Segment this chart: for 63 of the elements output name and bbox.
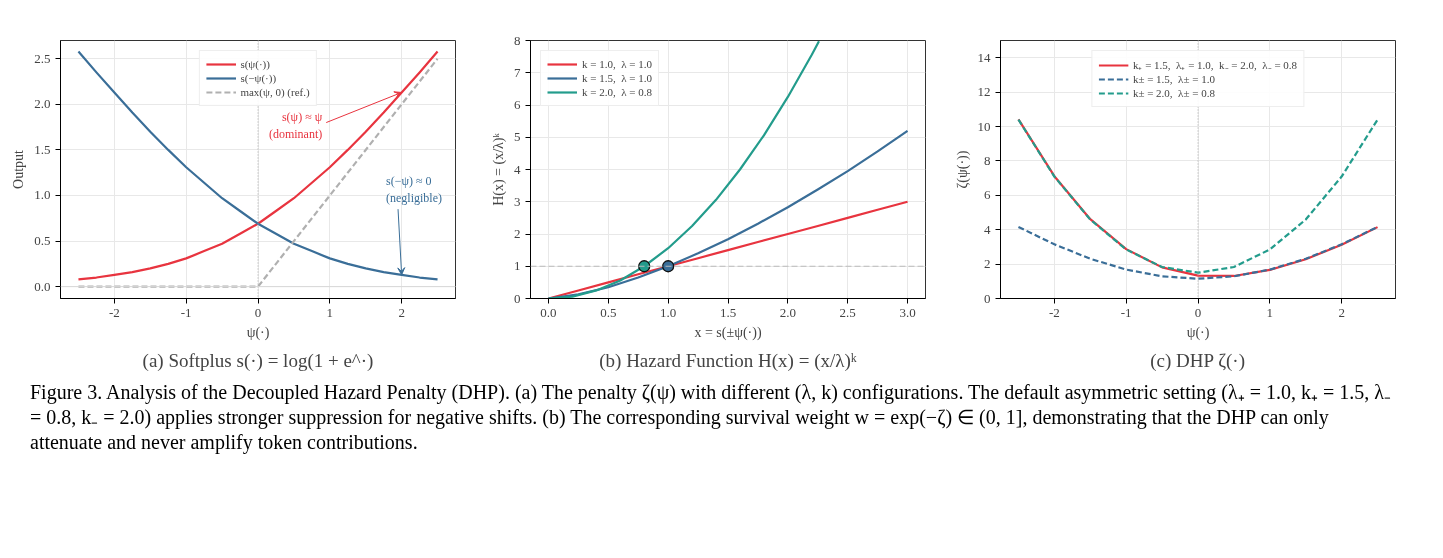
- y-axis-title: ζ(ψ(·)): [954, 150, 971, 189]
- legend-label: k = 2.0, λ = 0.8: [582, 85, 652, 99]
- y-tick-label: 2.5: [34, 50, 51, 66]
- x-tick-label: -2: [108, 304, 120, 320]
- y-tick-label: 10: [977, 118, 991, 134]
- line-series: [547, 40, 821, 299]
- x-tick-label: 0: [1194, 304, 1202, 320]
- x-tick-label: -2: [1048, 304, 1060, 320]
- annotation: s(−ψ) ≈ 0 (negligible): [386, 174, 443, 206]
- text: (a) Softplus s(·) = log(1 + e^·): [142, 349, 374, 372]
- x-tick-label: 0.5: [600, 304, 617, 320]
- x-axis-title: x = s(±ψ(·)): [694, 324, 762, 341]
- x-tick-label: 1: [1266, 304, 1274, 320]
- y-tick-label: 0: [514, 290, 521, 306]
- line-series: [1017, 225, 1379, 280]
- y-axis-title: H(x) = (x/λ)ᵏ: [491, 132, 507, 206]
- legend-label: k = 1.5, λ = 1.0: [582, 71, 652, 85]
- y-tick-label: 14: [977, 49, 991, 65]
- caption: Figure 3. Analysis of the Decoupled Hazard Penalty (DHP). (a) The penalty ζ(ψ) with different (λ, k) configurations. The default asymmetric setting (λ₊ = 1.0, k₊ = 1.5, λ₋ = 0.8, k₋ = 2.0) applies stronger suppression for negative shifts. (b) The corresponding survival weight w = exp(−ζ) ∈ (0, 1], demonstrating that the DHP can only attenuate and never amplify token contributions.: [30, 380, 1392, 455]
- y-tick-label: 6: [984, 187, 991, 203]
- legend-label: s(ψ(·)): [240, 57, 270, 71]
- x-tick-label: -1: [180, 304, 192, 320]
- y-tick-label: 3: [514, 193, 521, 209]
- y-tick-label: 4: [514, 161, 521, 177]
- y-tick-label: 7: [514, 64, 521, 80]
- text: (b) Hazard Function H(x) = (x/λ)ᵏ: [599, 349, 857, 372]
- y-tick-label: 1.5: [34, 141, 51, 157]
- text: (c) DHP ζ(·): [1150, 349, 1246, 372]
- legend-label: s(−ψ(·)): [240, 71, 277, 85]
- x-axis-title: ψ(·): [1186, 324, 1210, 341]
- legend-label: k = 1.0, λ = 1.0: [582, 57, 652, 71]
- x-tick-label: 0: [254, 304, 262, 320]
- legend-label: k₊ = 1.5, λ₊ = 1.0, k₋ = 2.0, λ₋ = 0.8: [1132, 58, 1298, 72]
- y-tick-label: 8: [514, 32, 521, 48]
- y-tick-label: 2.0: [34, 96, 51, 112]
- y-tick-label: 0.0: [34, 278, 51, 294]
- x-tick-label: 1.5: [719, 304, 737, 320]
- y-tick-label: 1.0: [34, 187, 51, 203]
- y-tick-label: 12: [977, 84, 991, 100]
- y-tick-label: 6: [514, 97, 521, 112]
- x-tick-label: 0.0: [540, 304, 557, 320]
- y-tick-label: 1: [514, 258, 521, 274]
- y-axis-title: Output: [11, 149, 27, 189]
- x-tick-label: -1: [1120, 304, 1132, 320]
- x-tick-label: 1.0: [660, 304, 677, 320]
- x-tick-label: 1: [326, 304, 334, 320]
- x-tick-label: 2.5: [839, 304, 856, 320]
- y-tick-label: 2: [514, 226, 521, 241]
- x-tick-label: 2: [1338, 304, 1345, 320]
- legend-label: k± = 2.0, λ± = 0.8: [1132, 86, 1215, 100]
- x-tick-label: 2.0: [779, 304, 796, 320]
- y-tick-label: 0: [984, 290, 991, 306]
- y-tick-label: 5: [514, 129, 521, 145]
- y-tick-label: 4: [984, 221, 991, 237]
- x-tick-label: 2: [398, 304, 405, 320]
- legend-label: max(ψ, 0) (ref.): [240, 85, 310, 99]
- y-tick-label: 0.5: [34, 233, 51, 249]
- annotation: s(ψ) ≈ ψ (dominant): [268, 109, 323, 141]
- legend-label: k± = 1.5, λ± = 1.0: [1132, 72, 1215, 86]
- y-tick-label: 8: [984, 152, 991, 168]
- x-axis-title: ψ(·): [246, 324, 270, 341]
- y-tick-label: 2: [984, 256, 991, 272]
- x-tick-label: 3.0: [899, 304, 916, 320]
